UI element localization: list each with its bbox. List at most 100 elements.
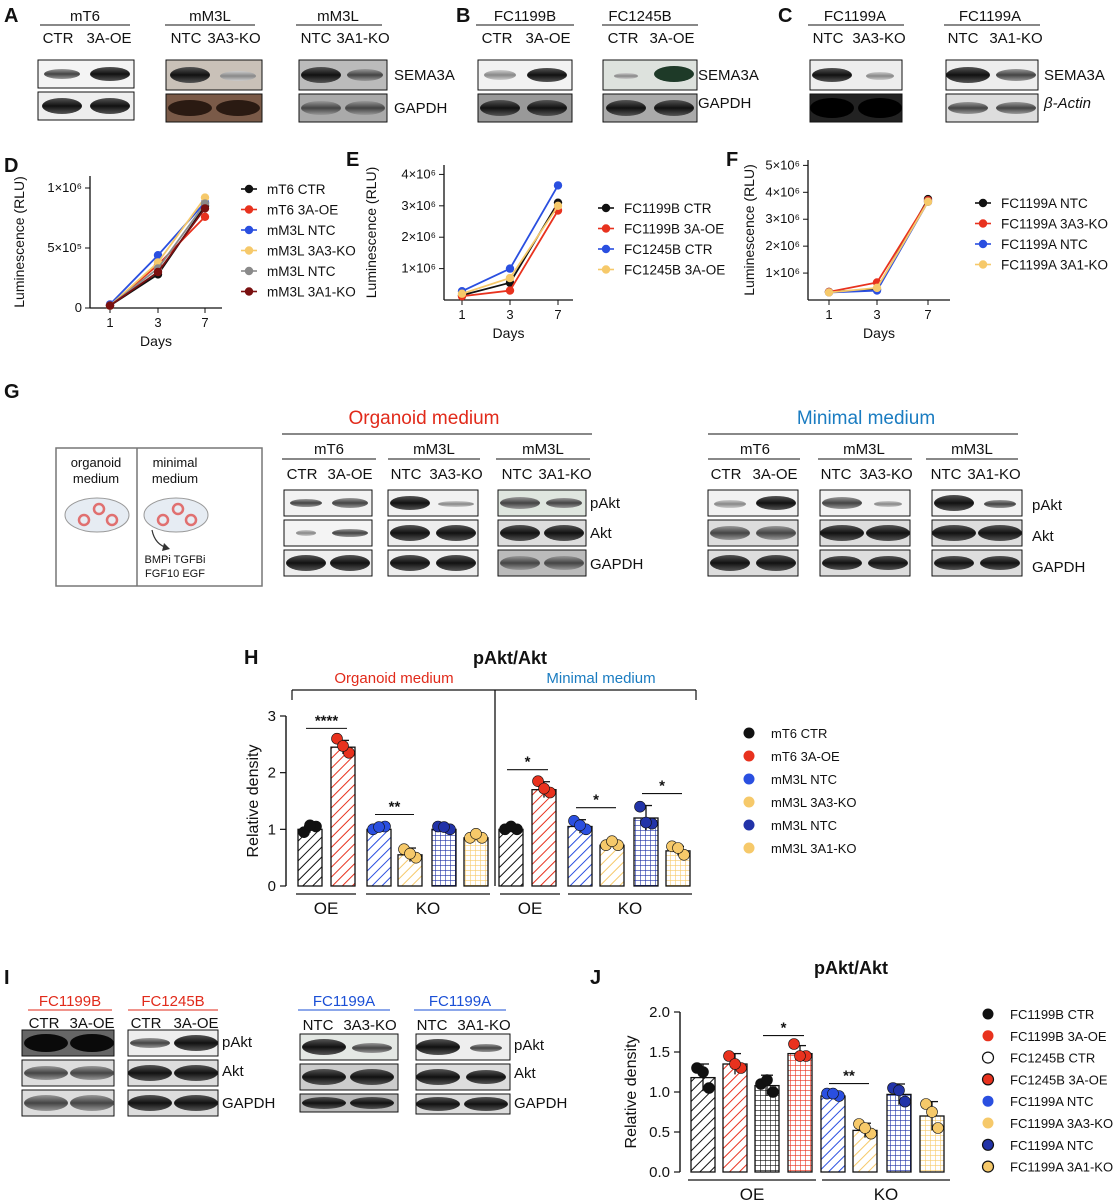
legend-marker bbox=[244, 205, 254, 214]
data-point bbox=[859, 1122, 871, 1134]
section-label-organoid: Organoid medium bbox=[334, 670, 453, 687]
data-point bbox=[505, 286, 515, 295]
blot-g-lane: CTR bbox=[287, 466, 318, 483]
bar bbox=[722, 1063, 748, 1173]
data-point bbox=[574, 819, 586, 832]
blot-b-row-label-gapdh: GAPDH bbox=[698, 95, 751, 112]
series-line bbox=[828, 198, 929, 293]
data-point bbox=[404, 847, 416, 860]
data-point bbox=[761, 1074, 773, 1086]
data-point bbox=[105, 301, 115, 310]
section-label-minimal: Minimal medium bbox=[546, 670, 655, 687]
data-point bbox=[872, 283, 882, 293]
blot-c-lane: 3A1-KO bbox=[989, 30, 1042, 47]
blot-b-group-fc1199b: FC1199B bbox=[494, 8, 556, 25]
significance-label: **** bbox=[315, 712, 339, 729]
blot-i-row-label: pAkt bbox=[514, 1037, 545, 1054]
y-tick-label: 3×10⁶ bbox=[765, 211, 800, 226]
blot-a-row-label-sema3a: SEMA3A bbox=[394, 67, 455, 84]
blot-i-group: FC1199A bbox=[313, 993, 375, 1010]
data-point bbox=[553, 181, 563, 190]
data-point bbox=[767, 1086, 779, 1098]
blot-g-lane: 3A-OE bbox=[327, 466, 372, 483]
blot-g-lane: CTR bbox=[711, 466, 742, 483]
blot-a-lane: 3A-OE bbox=[86, 30, 131, 47]
blot-c-lane: NTC bbox=[948, 30, 979, 47]
blot-i-lane: 3A-OE bbox=[69, 1015, 114, 1032]
blot-i-lane: NTC bbox=[303, 1017, 334, 1034]
legend-marker bbox=[981, 1073, 995, 1086]
legend-label: mT6 3A-OE bbox=[771, 749, 840, 764]
significance-label: * bbox=[593, 792, 599, 809]
bar bbox=[297, 828, 323, 887]
blot-g-group: mM3L bbox=[951, 441, 993, 458]
legend-marker bbox=[601, 265, 611, 274]
y-tick-label: 1×10⁶ bbox=[401, 261, 436, 276]
bar bbox=[754, 1084, 780, 1173]
legend-marker bbox=[981, 1160, 995, 1173]
data-point bbox=[200, 193, 210, 202]
blot-g-row-label: Akt bbox=[590, 525, 613, 542]
legend-label: mT6 3A-OE bbox=[267, 203, 338, 218]
data-point bbox=[893, 1084, 905, 1097]
blot-g-group: mM3L bbox=[413, 441, 455, 458]
bar bbox=[463, 837, 489, 887]
legend-label: mM3L NTC bbox=[267, 264, 336, 279]
blot-a-row-label-gapdh: GAPDH bbox=[394, 100, 447, 117]
y-tick-label: 0.0 bbox=[649, 1164, 670, 1181]
legend-marker bbox=[244, 266, 254, 276]
group-label: OE bbox=[518, 899, 543, 918]
legend-label: mM3L NTC bbox=[771, 772, 837, 787]
y-tick-label: 1.5 bbox=[649, 1044, 670, 1061]
data-point bbox=[553, 201, 563, 211]
organoid-medium-title: Organoid medium bbox=[348, 408, 499, 429]
legend-marker bbox=[244, 184, 254, 194]
data-point bbox=[932, 1122, 944, 1134]
bar bbox=[330, 746, 356, 887]
chart-d: 1 3 7 0 5×10⁵ 1×10⁶ Days Luminescence (RLU) mT6 … bbox=[11, 176, 356, 349]
y-axis-label: Relative density bbox=[623, 1036, 640, 1149]
legend-marker bbox=[978, 260, 988, 269]
blot-g-group: mT6 bbox=[740, 441, 770, 458]
y-tick-label: 2×10⁶ bbox=[401, 229, 436, 244]
bar bbox=[599, 844, 625, 887]
blot-a-group-mm3l-3a3: mM3L bbox=[189, 8, 231, 25]
data-point bbox=[703, 1082, 715, 1094]
bar bbox=[567, 825, 593, 887]
blot-g-lane: NTC bbox=[821, 466, 852, 483]
legend-marker bbox=[743, 842, 755, 854]
data-point bbox=[304, 819, 316, 832]
blot-b-row-label-sema3a: SEMA3A bbox=[698, 67, 759, 84]
y-axis-label: Relative density bbox=[245, 745, 262, 858]
legend-marker bbox=[982, 1030, 994, 1042]
significance-label: * bbox=[781, 1020, 787, 1037]
data-point bbox=[538, 782, 550, 795]
y-tick-label: 0 bbox=[75, 300, 82, 315]
blot-c-group-fc1199a-3a3: FC1199A bbox=[824, 8, 886, 25]
inhibitor-label: BMPi TGFBi bbox=[145, 554, 206, 566]
minimal-medium-title: Minimal medium bbox=[797, 408, 935, 429]
legend-marker bbox=[982, 1008, 994, 1020]
y-axis-label: Luminescence (RLU) bbox=[11, 176, 27, 308]
blot-i-row-label: GAPDH bbox=[514, 1095, 567, 1112]
y-tick-label: 5×10⁵ bbox=[47, 240, 82, 255]
data-point bbox=[438, 821, 450, 833]
blot-g-group: mT6 bbox=[314, 441, 344, 458]
legend-label: FC1199A NTC bbox=[1010, 1094, 1094, 1109]
legend-label: FC1245B CTR bbox=[1010, 1051, 1095, 1066]
data-point bbox=[920, 1098, 932, 1110]
group-label: OE bbox=[314, 899, 339, 918]
blot-g-lane: 3A3-KO bbox=[859, 466, 912, 483]
chart-e: 1 3 7 1×10⁶ 2×10⁶ 3×10⁶ 4×10⁶ Days Luminescence … bbox=[363, 165, 725, 341]
blot-g-row-label: pAkt bbox=[1032, 497, 1063, 514]
group-label: KO bbox=[874, 1185, 899, 1200]
blot-i-row-label: Akt bbox=[222, 1063, 245, 1080]
schematic-minimal-label: medium bbox=[152, 471, 198, 486]
bar bbox=[531, 789, 557, 887]
blot-i-lane: 3A1-KO bbox=[457, 1017, 510, 1034]
y-tick-label: 4×10⁶ bbox=[765, 184, 800, 199]
x-axis-label: Days bbox=[140, 333, 172, 349]
blot-g-group: mM3L bbox=[522, 441, 564, 458]
bar bbox=[366, 828, 392, 887]
